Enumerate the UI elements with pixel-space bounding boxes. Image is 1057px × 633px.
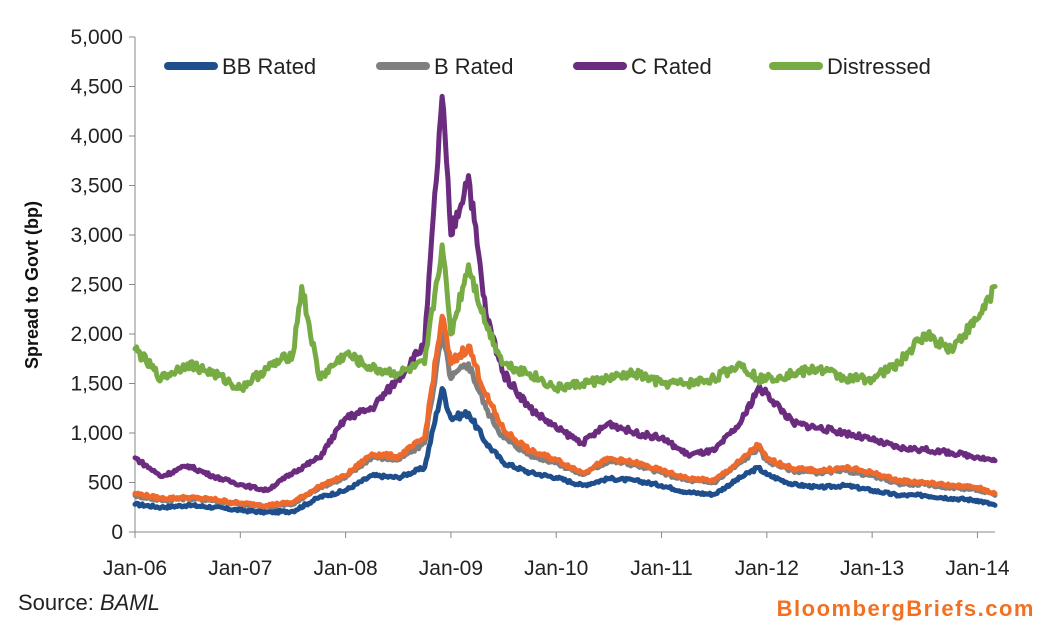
source-label: Source: bbox=[18, 590, 94, 615]
x-axis: Jan-06 Jan-07 Jan-08 Jan-09 Jan-10 Jan-11 Jan-… bbox=[103, 531, 1010, 580]
chart: 0 500 1,000 1,500 2,000 2,500 3,000 3,500 4,000 4… bbox=[22, 26, 1010, 580]
legend-label: Distressed bbox=[827, 54, 931, 79]
y-tick-label: 2,000 bbox=[70, 323, 123, 346]
brand-logo-text: BloombergBriefs.com bbox=[776, 596, 1035, 621]
y-tick-label: 1,500 bbox=[70, 373, 123, 396]
series-line bbox=[132, 242, 998, 394]
legend-label: BB Rated bbox=[222, 54, 316, 79]
x-tick-label: Jan-12 bbox=[735, 557, 799, 580]
source-note: Source: BAML bbox=[18, 590, 160, 616]
y-axis: 0 500 1,000 1,500 2,000 2,500 3,000 3,500 4,000 4… bbox=[70, 26, 136, 544]
x-tick-label: Jan-07 bbox=[208, 557, 272, 580]
series-line bbox=[132, 313, 998, 509]
y-tick-label: 0 bbox=[111, 521, 123, 544]
legend-label: B Rated bbox=[434, 54, 514, 79]
y-tick-label: 1,000 bbox=[70, 422, 123, 445]
legend: BB Rated B Rated C Rated Distressed bbox=[164, 54, 931, 79]
y-tick-label: 500 bbox=[88, 472, 123, 495]
y-tick-label: 4,500 bbox=[70, 76, 123, 99]
x-tick-label: Jan-14 bbox=[945, 557, 1010, 580]
y-axis-label: Spread to Govt (bp) bbox=[22, 201, 42, 369]
y-tick-label: 5,000 bbox=[70, 26, 123, 49]
series-layer bbox=[132, 93, 998, 516]
x-tick-label: Jan-09 bbox=[419, 557, 483, 580]
y-tick-label: 3,000 bbox=[70, 224, 123, 247]
series-line bbox=[132, 93, 998, 494]
x-tick-label: Jan-13 bbox=[840, 557, 904, 580]
series-line bbox=[132, 386, 998, 516]
x-tick-label: Jan-11 bbox=[630, 557, 693, 580]
legend-label: C Rated bbox=[631, 54, 712, 79]
y-tick-label: 4,000 bbox=[70, 125, 123, 148]
x-tick-label: Jan-06 bbox=[103, 557, 167, 580]
y-tick-label: 3,500 bbox=[70, 175, 123, 198]
x-tick-label: Jan-08 bbox=[314, 557, 378, 580]
source-name: BAML bbox=[99, 590, 160, 615]
y-tick-label: 2,500 bbox=[70, 274, 123, 297]
x-tick-label: Jan-10 bbox=[524, 557, 588, 580]
